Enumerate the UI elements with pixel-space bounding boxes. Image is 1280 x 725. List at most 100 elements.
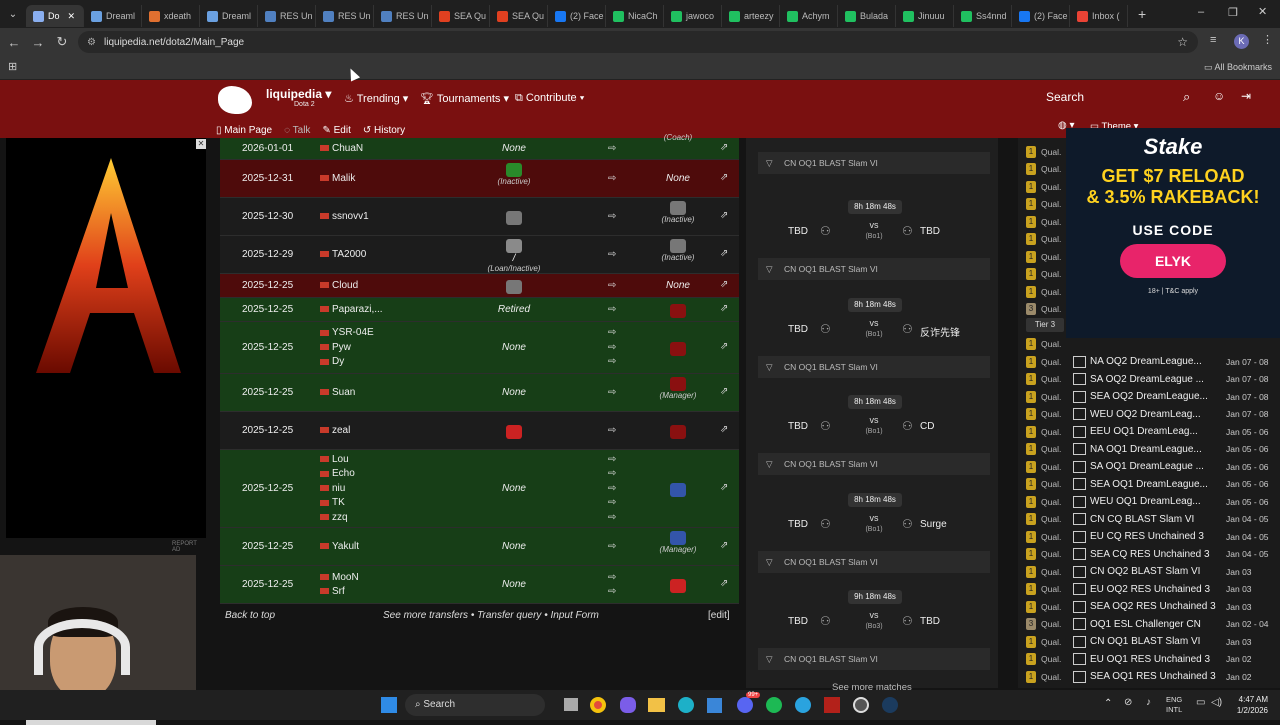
search-icon[interactable]: ⌕ <box>1183 89 1191 104</box>
tab-main-page[interactable]: ▯ Main Page <box>216 125 273 136</box>
left-ad-banner[interactable]: REPORT AD <box>6 138 206 553</box>
obs-icon[interactable] <box>853 697 869 713</box>
tournament-row[interactable]: 1 Qual. <box>1026 266 1272 284</box>
browser-tab[interactable]: Jinuuu <box>896 5 954 27</box>
tournament-row[interactable]: 1 Qual. CN OQ2 BLAST Slam VI Jan 03 <box>1026 563 1272 581</box>
tournament-row[interactable]: 1 Qual. <box>1026 231 1272 249</box>
tournament-row[interactable]: 1 Qual. WEU OQ2 DreamLeag... Jan 07 - 08 <box>1026 406 1272 424</box>
browser-tab[interactable]: RES Un <box>374 5 432 27</box>
nav-contribute[interactable]: ⧉ Contribute ▾ <box>515 92 585 104</box>
search-input[interactable]: Search <box>1046 90 1085 104</box>
player-name[interactable]: MooN <box>320 571 359 586</box>
team-logo-icon[interactable] <box>506 163 522 177</box>
external-link-icon[interactable]: ⇗ <box>720 341 729 352</box>
tab-talk[interactable]: ◌ Talk <box>284 125 311 136</box>
stake-ad-banner[interactable]: Stake GET $7 RELOAD & 3.5% RAKEBACK! USE… <box>1066 128 1280 338</box>
menu-icon[interactable]: ⋮ <box>1262 34 1273 46</box>
team-left[interactable]: TBD <box>788 421 808 432</box>
browser-tab[interactable]: SEA Qu <box>432 5 490 27</box>
steam-icon[interactable] <box>882 697 898 713</box>
nav-tournaments[interactable]: 🏆︎ Tournaments ▾ <box>420 93 509 105</box>
tournament-row[interactable]: 1 Qual. EEU OQ1 DreamLeag... Jan 05 - 06 <box>1026 423 1272 441</box>
match-card[interactable]: 9h 18m 48s TBD ⚇ vs (Bo3) ⚇ TBD ▽ CN OQ1 BLAST S… <box>758 590 990 670</box>
bookmark-star-icon[interactable]: ☆ <box>1177 35 1188 49</box>
match-card[interactable]: 8h 18m 48s TBD ⚇ vs (Bo1) ⚇ TBD ▽ CN OQ1 BLAST S… <box>758 200 990 280</box>
copilot-icon[interactable] <box>620 697 636 713</box>
language-indicator[interactable]: ENG INTL <box>1166 695 1183 714</box>
telegram-icon[interactable] <box>795 697 811 713</box>
team-left[interactable]: TBD <box>788 226 808 237</box>
close-tab-icon[interactable]: ✕ <box>67 10 76 21</box>
taskbar-search[interactable]: ⌕ Search <box>405 694 545 716</box>
edit-link[interactable]: [edit] <box>708 610 730 621</box>
player-name[interactable]: zzq <box>320 511 355 526</box>
team-logo-icon[interactable] <box>670 531 686 545</box>
tournament-row[interactable]: 1 Qual. SEA OQ1 DreamLeague... Jan 05 - 06 <box>1026 476 1272 494</box>
edge-icon[interactable] <box>678 697 694 713</box>
external-link-icon[interactable]: ⇗ <box>720 303 729 314</box>
team-right[interactable]: TBD <box>920 226 940 237</box>
team-logo-icon[interactable] <box>670 342 686 356</box>
login-icon[interactable]: ⇥ <box>1241 89 1252 103</box>
player-name[interactable]: Paparazi,... <box>320 303 383 318</box>
tournament-row[interactable]: 1 Qual. <box>1026 283 1272 301</box>
tab-history[interactable]: ↺ History <box>362 125 406 136</box>
match-tournament-link[interactable]: ▽ CN OQ1 BLAST Slam VI <box>758 453 990 475</box>
see-more-transfers-link[interactable]: See more transfers <box>383 610 469 621</box>
tab-edit[interactable]: ✎ Edit <box>322 125 351 136</box>
player-name[interactable]: Srf <box>320 585 359 600</box>
external-link-icon[interactable]: ⇗ <box>720 482 729 493</box>
close-window-icon[interactable]: ✕ <box>1258 6 1268 18</box>
mic-icon[interactable]: ♪ <box>1146 697 1151 708</box>
team-right[interactable]: 反诈先锋 <box>920 327 960 339</box>
player-name[interactable]: Yakult <box>320 540 359 555</box>
profile-avatar[interactable]: K <box>1234 34 1249 49</box>
team-logo-icon[interactable] <box>670 377 686 391</box>
team-logo-icon[interactable] <box>670 304 686 318</box>
tournament-row[interactable]: 1 Qual. SEA OQ2 RES Unchained 3 Jan 03 <box>1026 598 1272 616</box>
player-name[interactable]: Malik <box>320 172 355 187</box>
browser-tab[interactable]: Ss4nnd <box>954 5 1012 27</box>
external-link-icon[interactable]: ⇗ <box>720 386 729 397</box>
match-card[interactable]: 8h 18m 48s TBD ⚇ vs (Bo1) ⚇ Surge ▽ CN OQ1 BLAST… <box>758 492 990 573</box>
site-info-icon[interactable]: ⚙ <box>87 36 96 48</box>
browser-tab[interactable]: RES Un <box>258 5 316 27</box>
player-name[interactable]: ChuaN <box>320 142 363 157</box>
browser-tab[interactable]: RES Un <box>316 5 374 27</box>
match-tournament-link[interactable]: ▽ CN OQ1 BLAST Slam VI <box>758 355 990 378</box>
extensions-icon[interactable]: ≡ <box>1210 34 1217 46</box>
browser-tab[interactable]: jawoco <box>664 5 722 27</box>
team-logo-icon[interactable] <box>670 425 686 439</box>
external-link-icon[interactable]: ⇗ <box>720 578 729 589</box>
external-link-icon[interactable]: ⇗ <box>720 142 729 153</box>
wifi-off-icon[interactable]: ⊘ <box>1124 697 1133 708</box>
tournament-row[interactable]: 1 Qual. EU CQ RES Unchained 3 Jan 04 - 05 <box>1026 528 1272 546</box>
tournament-row[interactable]: 1 Qual. SEA CQ RES Unchained 3 Jan 04 - 05 <box>1026 546 1272 564</box>
theme-button[interactable]: ▭ Theme ▾ <box>1090 121 1139 132</box>
browser-tab[interactable]: (2) Face <box>1012 5 1070 27</box>
transfer-query-link[interactable]: Transfer query <box>477 610 542 621</box>
reload-icon[interactable]: ↻ <box>56 34 68 49</box>
tournament-row[interactable]: 1 Qual. NA OQ1 DreamLeague... Jan 05 - 06 <box>1026 441 1272 459</box>
browser-tab[interactable]: arteezy <box>722 5 780 27</box>
tournament-row[interactable]: 1 Qual. <box>1026 161 1272 179</box>
spotify-icon[interactable] <box>766 697 782 713</box>
tournament-row[interactable]: 1 Qual. SEA OQ1 RES Unchained 3 Jan 02 <box>1026 668 1272 686</box>
site-title[interactable]: liquipedia ▾ <box>266 87 332 101</box>
tournament-row[interactable]: 1 Qual. SA OQ2 DreamLeague ... Jan 07 - 08 <box>1026 371 1272 389</box>
team-logo-icon[interactable] <box>506 425 522 439</box>
network-icon[interactable]: ▭ <box>1196 697 1206 708</box>
tournament-row[interactable]: 1 Qual. <box>1026 336 1272 354</box>
ad-code-button[interactable]: ELYK <box>1120 244 1226 278</box>
external-link-icon[interactable]: ⇗ <box>720 172 729 183</box>
tab-search-button[interactable]: ⌄ <box>8 8 18 20</box>
tournament-row[interactable]: 3 Qual. OQ1 ESL Challenger CN Jan 02 - 04 <box>1026 616 1272 634</box>
tournament-row[interactable]: 1 Qual. SEA OQ2 DreamLeague... Jan 07 - 08 <box>1026 388 1272 406</box>
back-to-top-link[interactable]: Back to top <box>225 610 276 621</box>
browser-tab[interactable]: Do ✕ <box>26 5 84 27</box>
external-link-icon[interactable]: ⇗ <box>720 210 729 221</box>
task-view-icon[interactable] <box>564 698 578 711</box>
team-left[interactable]: TBD <box>788 323 808 335</box>
url-field[interactable]: ⚙ liquipedia.net/dota2/Main_Page ☆ <box>78 31 1198 53</box>
player-name[interactable]: ssnovv1 <box>320 210 369 225</box>
